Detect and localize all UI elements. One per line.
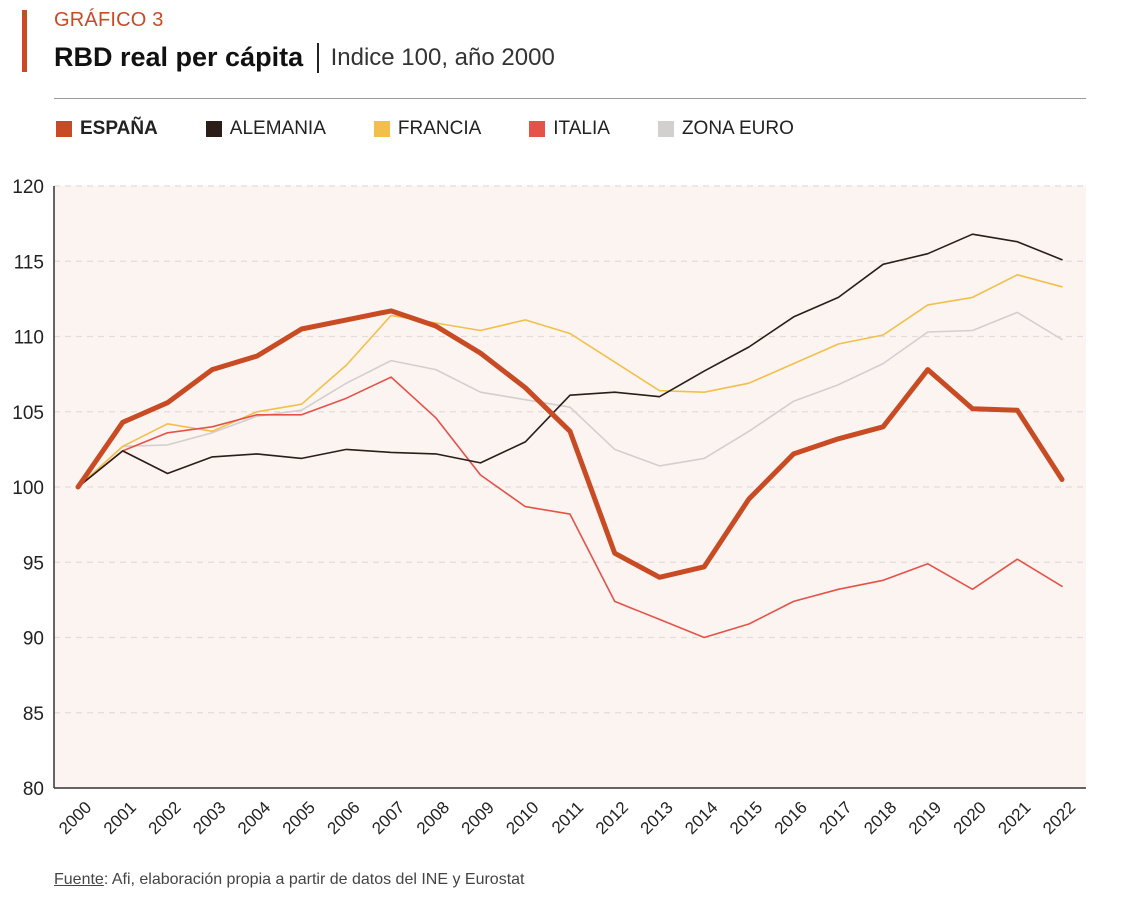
- legend-item: ALEMANIA: [205, 118, 326, 140]
- legend-item: ITALIA: [529, 118, 610, 140]
- legend: ESPAÑA ALEMANIA FRANCIA ITALIA ZONA EURO: [56, 118, 842, 140]
- y-tick-label: 115: [14, 252, 44, 273]
- series-line-zona-euro: [77, 311, 1063, 488]
- legend-label: ZONA EURO: [681, 118, 794, 139]
- x-tick-label: 2010: [502, 798, 542, 838]
- legend-label: ESPAÑA: [80, 118, 158, 139]
- title-row: RBD real per cápita Indice 100, año 2000: [54, 42, 555, 73]
- y-tick-label: 90: [23, 629, 44, 650]
- x-tick-label: 2012: [592, 798, 632, 838]
- y-tick-label: 120: [12, 177, 44, 198]
- series-line-italia: [77, 376, 1063, 639]
- x-tick-label: 2004: [234, 798, 274, 838]
- source-text: : Afi, elaboración propia a partir de da…: [103, 871, 525, 888]
- title-separator: [317, 42, 319, 73]
- legend-swatch: [529, 121, 546, 137]
- y-tick-label: 80: [23, 779, 44, 800]
- x-tick-label: 2021: [994, 798, 1034, 838]
- x-tick-label: 2018: [860, 798, 900, 838]
- x-tick-label: 2022: [1039, 798, 1079, 838]
- y-tick-label: 85: [23, 704, 44, 725]
- accent-bar: [22, 10, 27, 72]
- legend-label: ITALIA: [553, 118, 610, 139]
- x-tick-label: 2016: [771, 798, 811, 838]
- x-tick-label: 2002: [145, 798, 185, 838]
- x-tick-label: 2015: [726, 798, 766, 838]
- x-tick-label: 2009: [458, 798, 498, 838]
- header-divider: [54, 98, 1086, 99]
- x-tick-label: 2013: [637, 798, 677, 838]
- legend-swatch: [657, 121, 674, 137]
- legend-item: ZONA EURO: [657, 118, 794, 140]
- chart-kicker: GRÁFICO 3: [54, 9, 164, 31]
- series-line-alemania: [77, 233, 1063, 488]
- y-tick-label: 95: [23, 553, 44, 574]
- x-tick-label: 2001: [100, 798, 140, 838]
- legend-swatch: [373, 121, 390, 137]
- x-tick-label: 2014: [681, 798, 721, 838]
- y-tick-label: 100: [12, 478, 44, 499]
- legend-label: ALEMANIA: [229, 118, 326, 139]
- chart-subtitle: Indice 100, año 2000: [330, 43, 555, 71]
- legend-swatch: [56, 121, 72, 137]
- x-tick-label: 2019: [905, 798, 945, 838]
- source-label: Fuente: [54, 871, 104, 888]
- x-tick-label: 2011: [548, 798, 587, 837]
- x-tick-label: 2008: [413, 798, 453, 838]
- x-tick-label: 2005: [279, 798, 319, 838]
- x-tick-label: 2017: [815, 798, 855, 838]
- legend-item: ESPAÑA: [56, 118, 158, 140]
- y-tick-label: 110: [14, 328, 44, 349]
- y-tick-label: 105: [12, 403, 44, 424]
- x-tick-label: 2000: [55, 798, 95, 838]
- series-line-espana: [75, 308, 1065, 580]
- source-note: Fuente: Afi, elaboración propia a partir…: [54, 871, 525, 889]
- x-tick-label: 2020: [950, 798, 990, 838]
- legend-label: FRANCIA: [397, 118, 482, 139]
- chart-title: RBD real per cápita: [54, 42, 304, 72]
- x-tick-label: 2003: [189, 798, 229, 838]
- legend-item: FRANCIA: [373, 118, 482, 140]
- legend-swatch: [205, 121, 222, 137]
- x-tick-label: 2006: [323, 798, 363, 838]
- x-tick-label: 2007: [368, 798, 408, 838]
